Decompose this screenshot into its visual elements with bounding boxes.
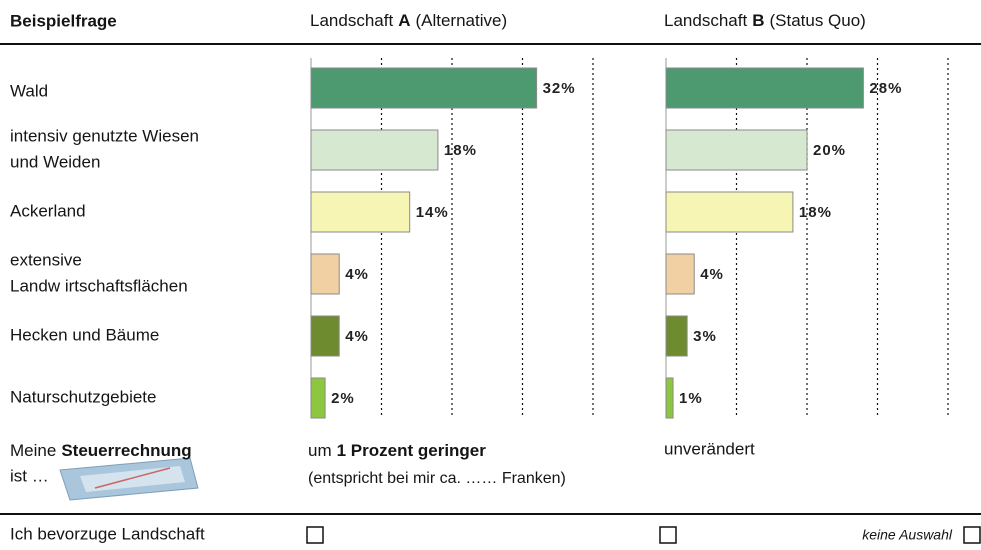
bar <box>311 192 410 232</box>
page: BeispielfrageLandschaftA(Alternative)Lan… <box>0 0 981 550</box>
tax-option-b: unverändert <box>664 439 755 458</box>
category-label: Landw irtschaftsflächen <box>10 276 188 295</box>
category-label: und Weiden <box>10 152 100 171</box>
value-label: 2% <box>331 390 355 407</box>
preference-label: Ich bevorzuge Landschaft <box>10 524 205 543</box>
tax-label-line2: ist … <box>10 466 49 485</box>
category-label: extensive <box>10 250 82 269</box>
option-header-part: Landschaft <box>664 11 747 30</box>
value-label: 18% <box>799 204 832 221</box>
value-label: 28% <box>869 80 902 97</box>
bar <box>666 68 863 108</box>
checkbox-b[interactable] <box>660 527 676 543</box>
category-label: Wald <box>10 81 48 100</box>
question-title: Beispielfrage <box>10 11 117 30</box>
value-label: 32% <box>543 80 576 97</box>
value-label: 4% <box>345 328 369 345</box>
value-label: 1% <box>679 390 703 407</box>
value-label: 3% <box>693 328 717 345</box>
bar <box>311 254 339 294</box>
value-label: 14% <box>416 204 449 221</box>
value-label: 4% <box>700 266 724 283</box>
option-header-part: A <box>398 11 410 30</box>
bar <box>666 130 807 170</box>
checkbox-none[interactable] <box>964 527 980 543</box>
option-header: Landschaft B (Status Quo) <box>664 11 866 30</box>
tax-label-part: Steuerrechnung <box>61 441 191 460</box>
tax-label-part: Meine <box>10 441 56 460</box>
bar <box>666 316 687 356</box>
option-header-part: (Status Quo) <box>769 11 865 30</box>
bar <box>311 316 339 356</box>
tax-option-a: um 1 Prozent geringer <box>308 441 486 460</box>
tax-option-a-part: um <box>308 441 332 460</box>
option-header-part: B <box>752 11 764 30</box>
value-label: 20% <box>813 142 846 159</box>
tax-option-a-note: (entspricht bei mir ca. …… Franken) <box>308 470 566 487</box>
bar <box>311 378 325 418</box>
choice-card: BeispielfrageLandschaftA(Alternative)Lan… <box>0 0 981 550</box>
tax-label: Meine Steuerrechnung <box>10 441 192 460</box>
bar <box>666 192 793 232</box>
category-label: Naturschutzgebiete <box>10 387 156 406</box>
category-label: Ackerland <box>10 201 86 220</box>
checkbox-a[interactable] <box>307 527 323 543</box>
category-label: intensiv genutzte Wiesen <box>10 126 199 145</box>
option-header: Landschaft A (Alternative) <box>310 11 507 30</box>
bar <box>666 378 673 418</box>
value-label: 18% <box>444 142 477 159</box>
value-label: 4% <box>345 266 369 283</box>
option-header-part: (Alternative) <box>415 11 507 30</box>
category-label: Hecken und Bäume <box>10 325 159 344</box>
no-choice-label: keine Auswahl <box>862 527 953 543</box>
bar <box>311 130 438 170</box>
bar <box>666 254 694 294</box>
bar <box>311 68 537 108</box>
banknote <box>60 458 198 500</box>
tax-option-a-part: 1 Prozent geringer <box>337 441 487 460</box>
option-header-part: Landschaft <box>310 11 393 30</box>
